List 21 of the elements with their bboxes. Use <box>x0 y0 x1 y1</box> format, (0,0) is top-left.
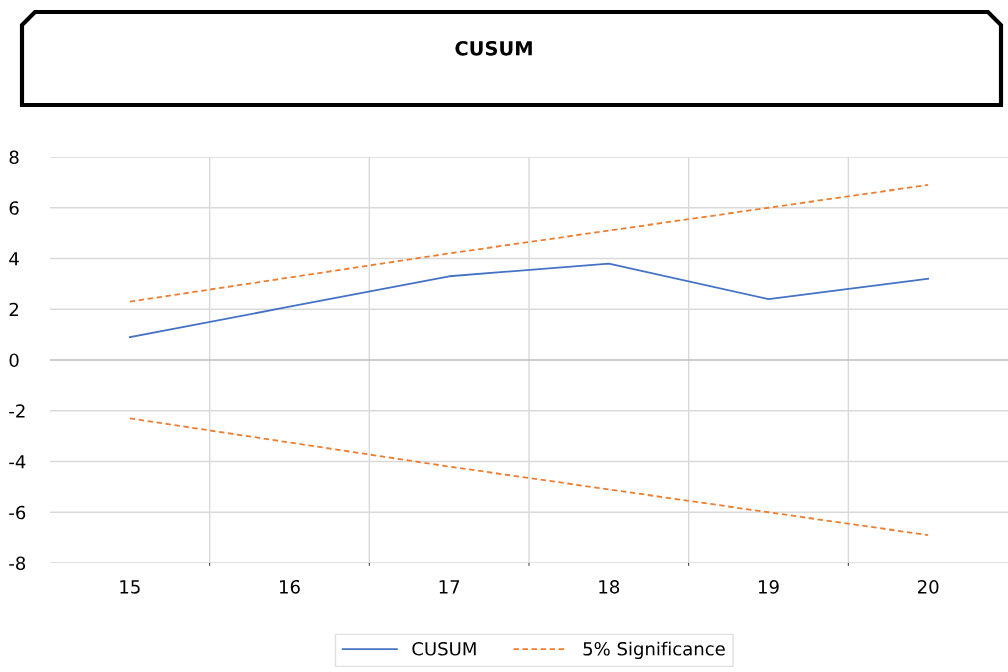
y-tick-label: 4 <box>9 252 19 266</box>
x-tick-label: 18 <box>599 579 620 594</box>
y-tick-label: 6 <box>9 201 19 215</box>
y-tick-label: -6 <box>9 505 26 520</box>
y-tick-label: 2 <box>9 302 19 317</box>
y-tick-label: -4 <box>9 455 26 469</box>
chart-title: CUSUM <box>455 40 532 56</box>
legend-label: CUSUM <box>412 641 476 656</box>
y-tick-label: -2 <box>9 404 25 418</box>
line-series <box>128 262 930 339</box>
x-tick-label: 19 <box>759 579 779 594</box>
x-tick-label: 17 <box>439 580 460 594</box>
x-tick-label: 15 <box>120 580 140 594</box>
legend-label: 5% Significance <box>583 641 725 660</box>
y-tick-label: 0 <box>9 353 19 368</box>
y-tick-label: -8 <box>9 556 26 571</box>
y-tick-label: 8 <box>9 150 19 165</box>
line-series <box>128 184 930 303</box>
x-tick-label: 16 <box>280 579 300 594</box>
x-tick-label: 20 <box>918 579 939 594</box>
line-series <box>128 417 930 536</box>
